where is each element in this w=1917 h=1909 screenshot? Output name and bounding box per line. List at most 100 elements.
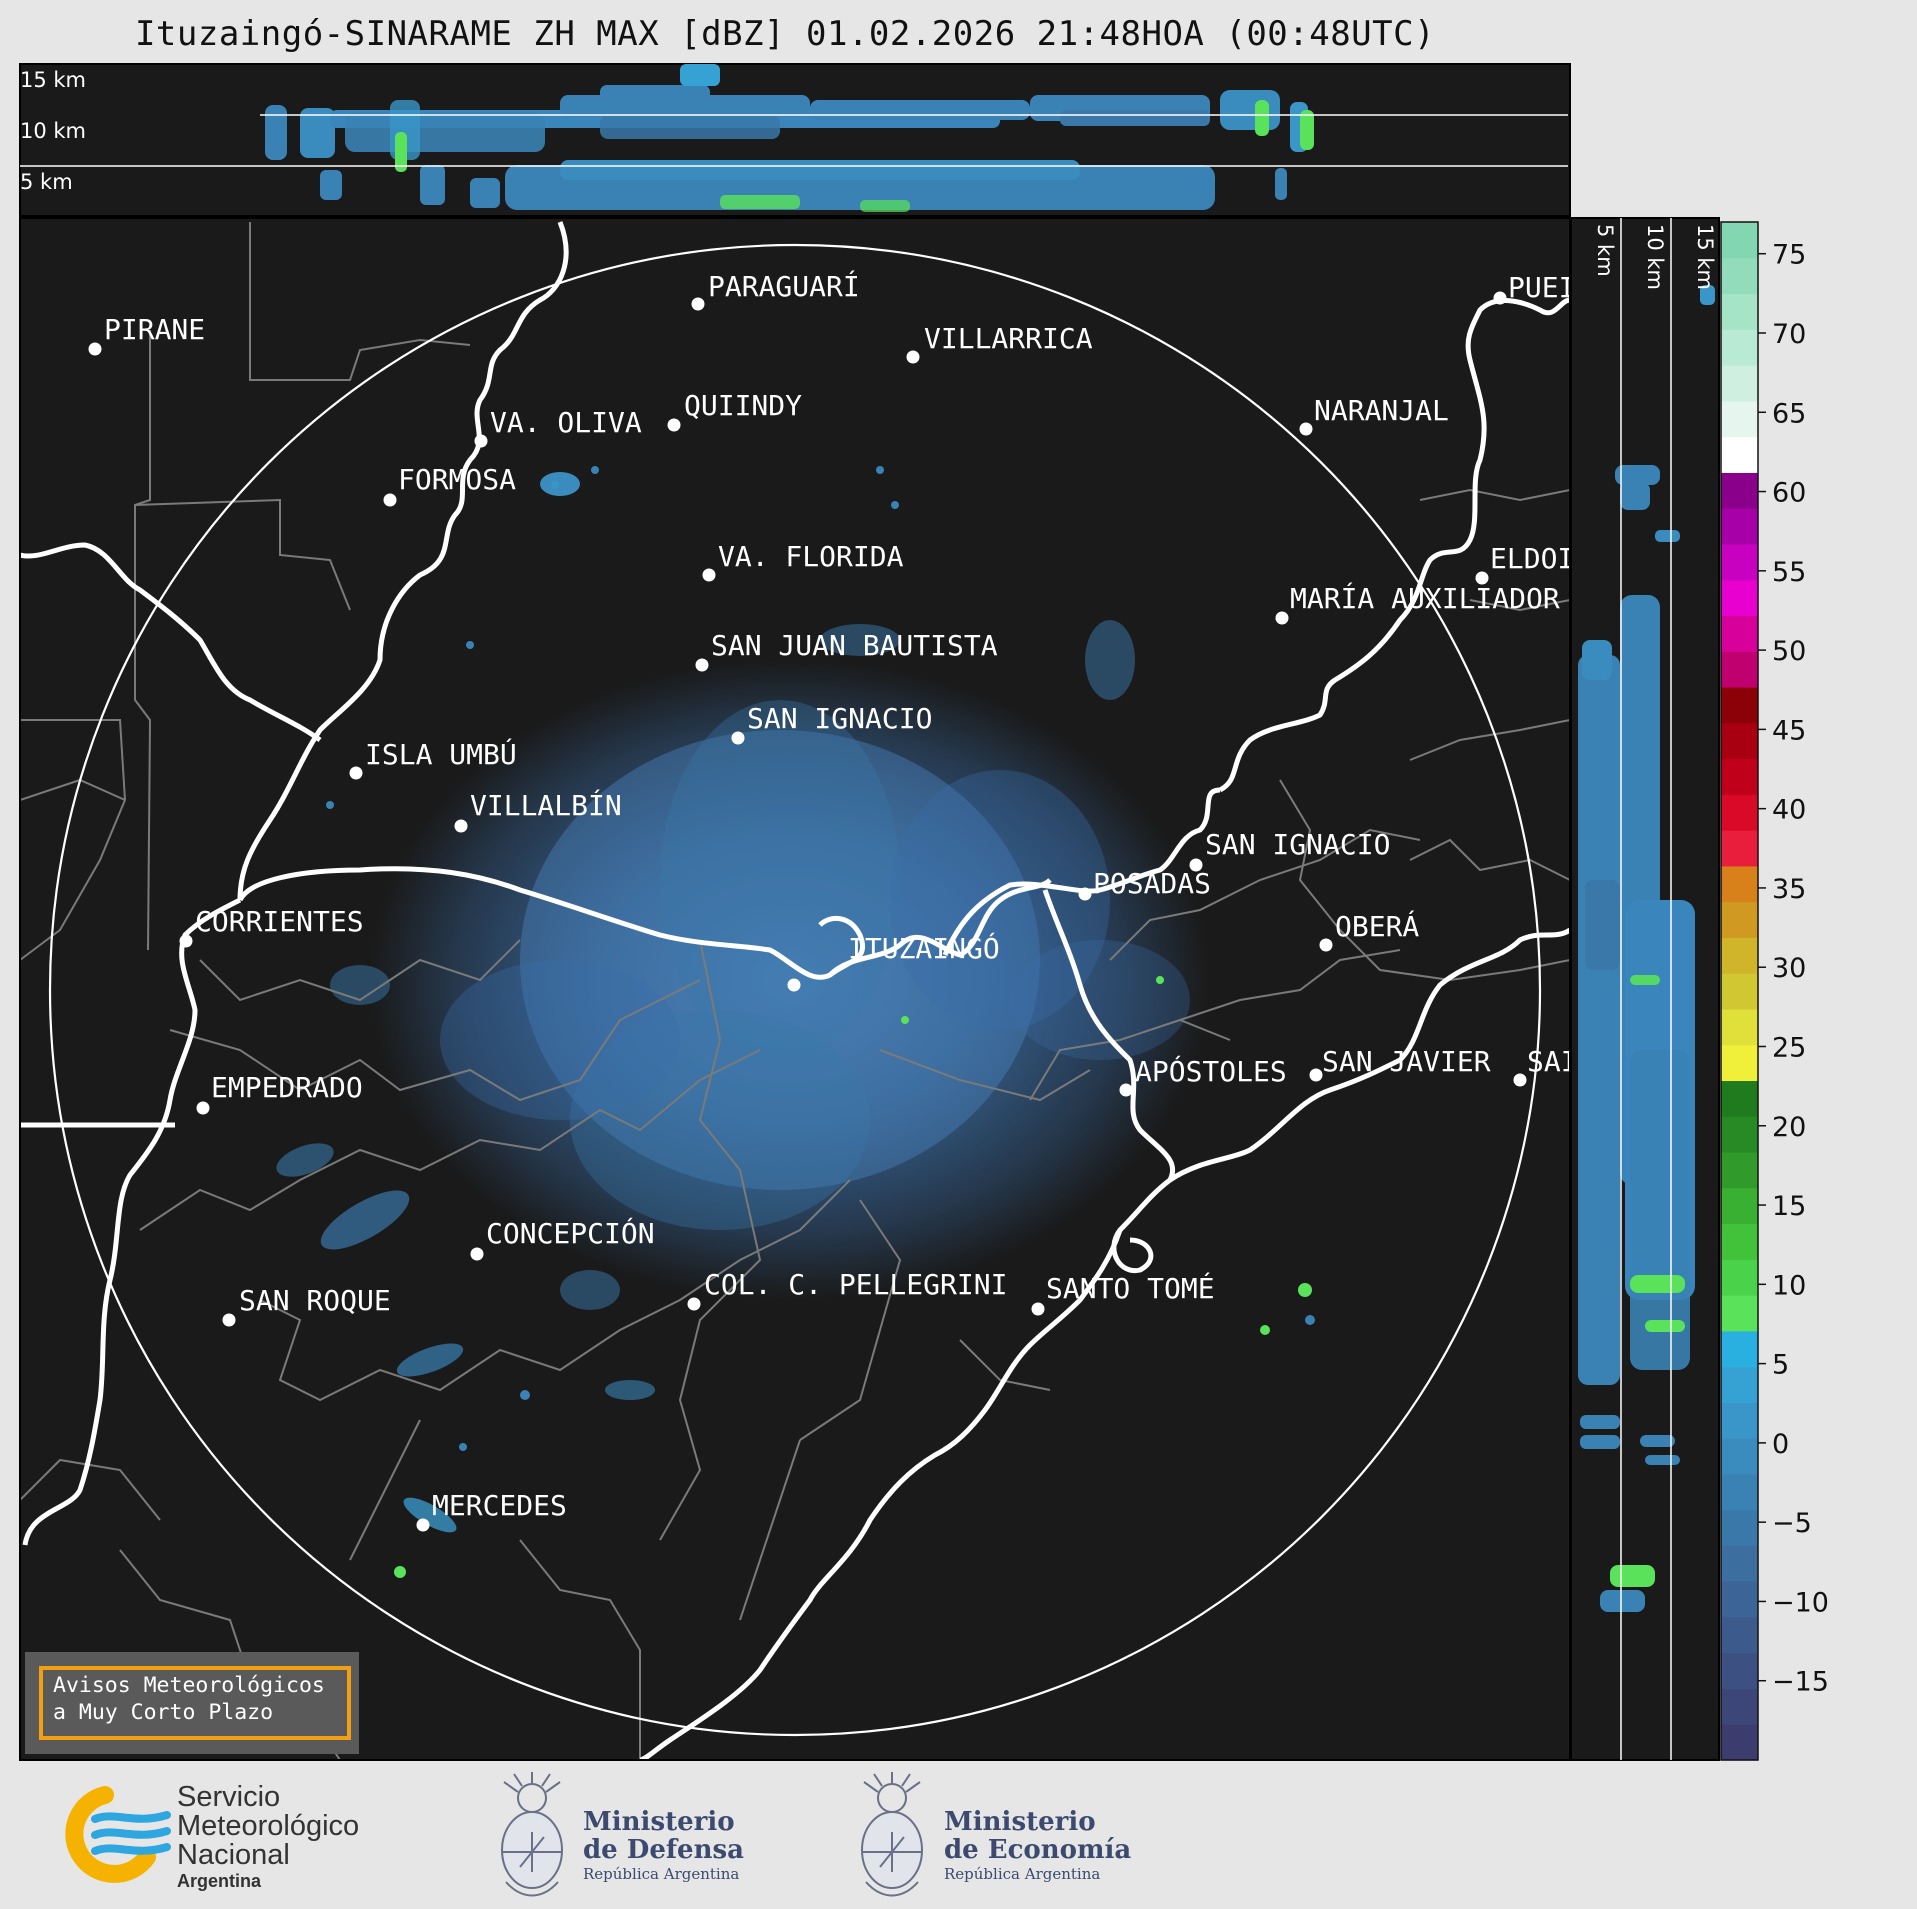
svg-text:VA. FLORIDA: VA. FLORIDA: [718, 540, 904, 573]
colorbar-band: [1721, 579, 1758, 617]
colorbar-band: [1721, 1402, 1758, 1439]
colorbar-band: [1721, 1473, 1758, 1511]
city-marker: ELDOI: [1475, 542, 1570, 585]
colorbar-band: [1721, 472, 1758, 509]
svg-text:MERCEDES: MERCEDES: [432, 1489, 567, 1522]
defensa-logo-text: Ministerio de Defensa República Argentin…: [583, 1807, 744, 1883]
colorbar-tick-label: 10: [1772, 1270, 1806, 1301]
side-height-label-5: 5 km: [1593, 224, 1617, 277]
colorbar-band: [1721, 615, 1758, 652]
city-marker: PIRANE: [88, 313, 205, 356]
argentina-coat-of-arms-icon: [501, 1772, 563, 1897]
colorbar-band: [1721, 901, 1758, 938]
colorbar-bands: [1721, 222, 1758, 1761]
colorbar-band: [1721, 257, 1758, 295]
svg-text:SANTO TOMÉ: SANTO TOMÉ: [1046, 1271, 1215, 1305]
province-borders: [20, 222, 1570, 1760]
colorbar-tick-label: 70: [1772, 319, 1806, 350]
svg-text:QUIINDY: QUIINDY: [684, 389, 802, 422]
colorbar-tick-label: 55: [1772, 557, 1806, 588]
top-height-profile: 15 km 10 km 5 km: [19, 63, 1571, 217]
warning-banner[interactable]: Avisos Meteorológicos a Muy Corto Plazo: [25, 1652, 359, 1754]
colorbar-band: [1721, 1509, 1758, 1546]
colorbar-tick-label: 45: [1772, 715, 1806, 746]
svg-text:CONCEPCIÓN: CONCEPCIÓN: [486, 1216, 655, 1250]
svg-text:CORRIENTES: CORRIENTES: [195, 905, 364, 938]
colorbar-band: [1721, 365, 1758, 402]
side-height-profile: 5 km 10 km 15 km: [1570, 217, 1720, 1761]
colorbar-tick-label: −10: [1772, 1587, 1829, 1618]
colorbar-band: [1721, 973, 1758, 1010]
map-title: Ituzaingó-SINARAME ZH MAX [dBZ] 01.02.20…: [134, 14, 1436, 54]
city-marker: NARANJAL: [1299, 394, 1449, 436]
colorbar-band: [1721, 1116, 1758, 1153]
colorbar-band: [1721, 686, 1758, 724]
svg-text:SAN JAVIER: SAN JAVIER: [1322, 1045, 1491, 1078]
top-height-label-15: 15 km: [20, 68, 86, 92]
colorbar-band: [1721, 400, 1758, 438]
colorbar-band: [1721, 508, 1758, 545]
svg-text:EMPEDRADO: EMPEDRADO: [211, 1071, 363, 1104]
svg-text:OBERÁ: OBERÁ: [1335, 909, 1419, 943]
international-borders: [20, 221, 1570, 1760]
colorbar-band: [1721, 1223, 1758, 1260]
svg-text:PIRANE: PIRANE: [104, 313, 205, 346]
colorbar-band: [1721, 1724, 1758, 1761]
city-marker: SAN JAVIER: [1309, 1045, 1491, 1082]
city-marker: VA. OLIVA: [474, 406, 642, 448]
warning-line-1: Avisos Meteorológicos: [53, 1673, 325, 1698]
side-profile-echoes: [1578, 285, 1715, 1612]
city-marker: VILLARRICA: [906, 322, 1093, 364]
colorbar-band: [1721, 1151, 1758, 1189]
city-marker: PUEI: [1493, 271, 1570, 305]
colorbar-tick-label: 5: [1772, 1350, 1789, 1381]
colorbar-band: [1721, 722, 1758, 760]
city-marker: CONCEPCIÓN: [470, 1216, 655, 1261]
colorbar-band: [1721, 1688, 1758, 1725]
svg-text:FORMOSA: FORMOSA: [398, 463, 516, 496]
warning-line-2: a Muy Corto Plazo: [53, 1700, 274, 1725]
city-marker: SAI: [1513, 1045, 1578, 1087]
colorbar-band: [1721, 794, 1758, 831]
svg-text:SAN IGNACIO: SAN IGNACIO: [747, 702, 932, 735]
colorbar-band: [1721, 758, 1758, 795]
svg-text:SAN IGNACIO: SAN IGNACIO: [1205, 828, 1390, 861]
svg-text:VILLALBÍN: VILLALBÍN: [470, 788, 622, 822]
svg-text:NARANJAL: NARANJAL: [1314, 394, 1449, 427]
city-marker: SAN IGNACIO: [731, 702, 932, 745]
svg-text:VILLARRICA: VILLARRICA: [924, 322, 1093, 355]
colorbar-band: [1721, 543, 1758, 581]
colorbar-band: [1721, 1330, 1758, 1368]
warning-banner-frame: Avisos Meteorológicos a Muy Corto Plazo: [39, 1666, 351, 1740]
colorbar-tick-label: −5: [1772, 1508, 1812, 1539]
city-marker: CORRIENTES: [179, 905, 364, 948]
colorbar-band: [1721, 1295, 1758, 1332]
city-marker: MARÍA AUXILIADOR: [1275, 581, 1560, 625]
svg-text:SAN JUAN BAUTISTA: SAN JUAN BAUTISTA: [711, 629, 998, 662]
colorbar-band: [1721, 1044, 1758, 1082]
city-marker: SANTO TOMÉ: [1031, 1271, 1215, 1316]
svg-text:MARÍA AUXILIADOR: MARÍA AUXILIADOR: [1290, 581, 1560, 615]
city-marker: SAN ROQUE: [222, 1284, 391, 1327]
side-height-label-10: 10 km: [1643, 224, 1667, 290]
city-marker: EMPEDRADO: [196, 1071, 363, 1115]
svg-text:VA. OLIVA: VA. OLIVA: [490, 406, 642, 439]
city-marker: QUIINDY: [667, 389, 802, 432]
city-marker: VILLALBÍN: [454, 788, 622, 833]
colorbar-tick-label: 35: [1772, 874, 1806, 905]
argentina-coat-of-arms-icon: [861, 1772, 923, 1897]
city-marker: COL. C. PELLEGRINI: [687, 1268, 1007, 1311]
smn-logo-icon: [65, 1786, 171, 1883]
city-marker: MERCEDES: [416, 1489, 567, 1532]
city-marker: SAN IGNACIO: [1189, 828, 1390, 872]
colorbar-tick-label: 75: [1772, 240, 1806, 271]
svg-text:SAI: SAI: [1527, 1045, 1578, 1078]
city-marker: FORMOSA: [383, 463, 516, 507]
colorbar-band: [1721, 1652, 1758, 1690]
colorbar-band: [1721, 329, 1758, 366]
colorbar-band: [1721, 1259, 1758, 1296]
colorbar-tick-label: 60: [1772, 478, 1806, 509]
